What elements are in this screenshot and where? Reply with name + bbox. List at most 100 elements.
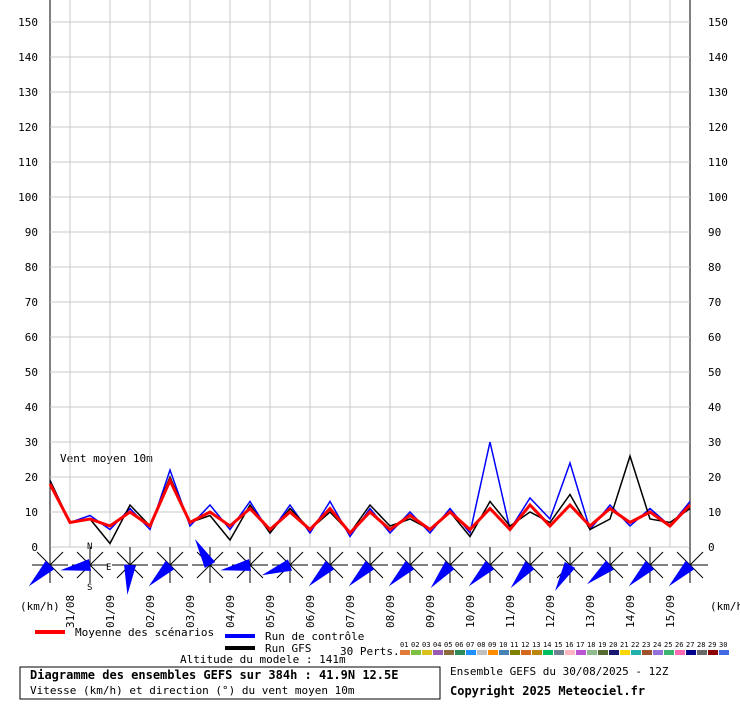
perturbation-swatch (631, 650, 641, 655)
perturbation-swatch (554, 650, 564, 655)
perturbation-swatch (422, 650, 432, 655)
y-tick-label: 60 (708, 331, 721, 344)
y-tick-label: 10 (708, 506, 721, 519)
perturbation-swatch (433, 650, 443, 655)
y-tick-label: 110 (708, 156, 728, 169)
perturbation-swatch (576, 650, 586, 655)
wind-wedge (28, 560, 55, 587)
x-tick-label: 09/09 (424, 595, 437, 628)
perturbation-label: 14 (543, 641, 551, 649)
perturbation-label: 17 (576, 641, 584, 649)
y-tick-label: 40 (25, 401, 38, 414)
wind-wedge (510, 561, 535, 588)
x-tick-label: 31/08 (64, 595, 77, 628)
x-tick-label: 15/09 (664, 595, 677, 628)
perturbation-swatch (664, 650, 674, 655)
wind-wedge (555, 562, 576, 591)
y-unit: (km/h) (20, 600, 60, 613)
x-tick-label: 02/09 (144, 595, 157, 628)
x-tick-label: 03/09 (184, 595, 197, 628)
perturbation-label: 08 (477, 641, 485, 649)
y-tick-label: 120 (18, 121, 38, 134)
y-tick-label: 30 (708, 436, 721, 449)
perturbation-swatch (411, 650, 421, 655)
perturbation-label: 26 (675, 641, 683, 649)
x-tick-label: 11/09 (504, 595, 517, 628)
y-tick-label: 30 (25, 436, 38, 449)
wind-wedge (468, 560, 495, 587)
y-tick-label: 50 (25, 366, 38, 379)
y-tick-label: 130 (708, 86, 728, 99)
perturbation-swatch (477, 650, 487, 655)
x-tick-label: 01/09 (104, 595, 117, 628)
y-tick-label: 100 (708, 191, 728, 204)
footer-title: Diagramme des ensembles GEFS sur 384h : … (30, 668, 398, 682)
y-tick-label: 80 (25, 261, 38, 274)
perturbation-swatch (719, 650, 729, 655)
perturbation-swatch (675, 650, 685, 655)
y-tick-label: 20 (25, 471, 38, 484)
legend-label: Run GFS (265, 642, 311, 655)
perturbation-swatch (488, 650, 498, 655)
footer-box (19, 666, 441, 700)
perturbation-label: 07 (466, 641, 474, 649)
y-tick-label: 90 (708, 226, 721, 239)
copyright: Copyright 2025 Meteociel.fr (450, 684, 645, 698)
perturbation-swatch (620, 650, 630, 655)
y-tick-label: 60 (25, 331, 38, 344)
perturbation-label: 28 (697, 641, 705, 649)
y-tick-label: 150 (18, 16, 38, 29)
wind-wedge (587, 560, 614, 585)
perturbation-label: 24 (653, 641, 661, 649)
y-tick-label: 70 (25, 296, 38, 309)
x-tick-label: 14/09 (624, 595, 637, 628)
legend-label: Run de contrôle (265, 630, 364, 643)
perturbation-swatch (499, 650, 509, 655)
wind-wedge (148, 560, 175, 587)
legend-label: Moyenne des scénarios (75, 626, 214, 639)
wind-wedge (60, 559, 92, 571)
y-tick-label: 0 (708, 541, 715, 554)
perturbation-swatch (587, 650, 597, 655)
perturbation-label: 04 (433, 641, 441, 649)
wind-wedge (388, 560, 415, 587)
perturbation-label: 05 (444, 641, 452, 649)
perturbation-swatch (708, 650, 718, 655)
perturbation-label: 20 (609, 641, 617, 649)
y-tick-label: 150 (708, 16, 728, 29)
wind-wedge (195, 539, 216, 568)
y-tick-label: 10 (25, 506, 38, 519)
perturbation-swatch (598, 650, 608, 655)
perturbation-label: 12 (521, 641, 529, 649)
perturbation-label: 30 (719, 641, 727, 649)
x-tick-label: 13/09 (584, 595, 597, 628)
perturbation-swatch (697, 650, 707, 655)
rose-label: N (87, 542, 92, 552)
series-line (49, 453, 691, 545)
perturbation-label: 10 (499, 641, 507, 649)
perturbation-swatch (653, 650, 663, 655)
y-tick-label: 20 (708, 471, 721, 484)
perturbation-label: 23 (642, 641, 650, 649)
x-tick-label: 04/09 (224, 595, 237, 628)
y-unit: (km/h) (710, 600, 740, 613)
run-info: Ensemble GEFS du 30/08/2025 - 12Z (450, 665, 669, 678)
wind-wedge (668, 560, 695, 587)
y-tick-label: 70 (708, 296, 721, 309)
perturbations-label: 30 Perts. (340, 645, 400, 658)
wind-wedge (308, 560, 335, 587)
y-tick-label: 80 (708, 261, 721, 274)
perturbation-swatch (642, 650, 652, 655)
x-tick-label: 08/09 (384, 595, 397, 628)
y-tick-label: 100 (18, 191, 38, 204)
footer-subtitle: Vitesse (km/h) et direction (°) du vent … (30, 684, 355, 697)
perturbation-label: 22 (631, 641, 639, 649)
perturbation-swatch (455, 650, 465, 655)
perturbation-label: 21 (620, 641, 628, 649)
perturbation-swatch (532, 650, 542, 655)
perturbation-swatch (543, 650, 553, 655)
altitude: Altitude du modele : 141m (180, 653, 346, 666)
perturbation-label: 03 (422, 641, 430, 649)
perturbation-swatch (444, 650, 454, 655)
perturbation-label: 25 (664, 641, 672, 649)
